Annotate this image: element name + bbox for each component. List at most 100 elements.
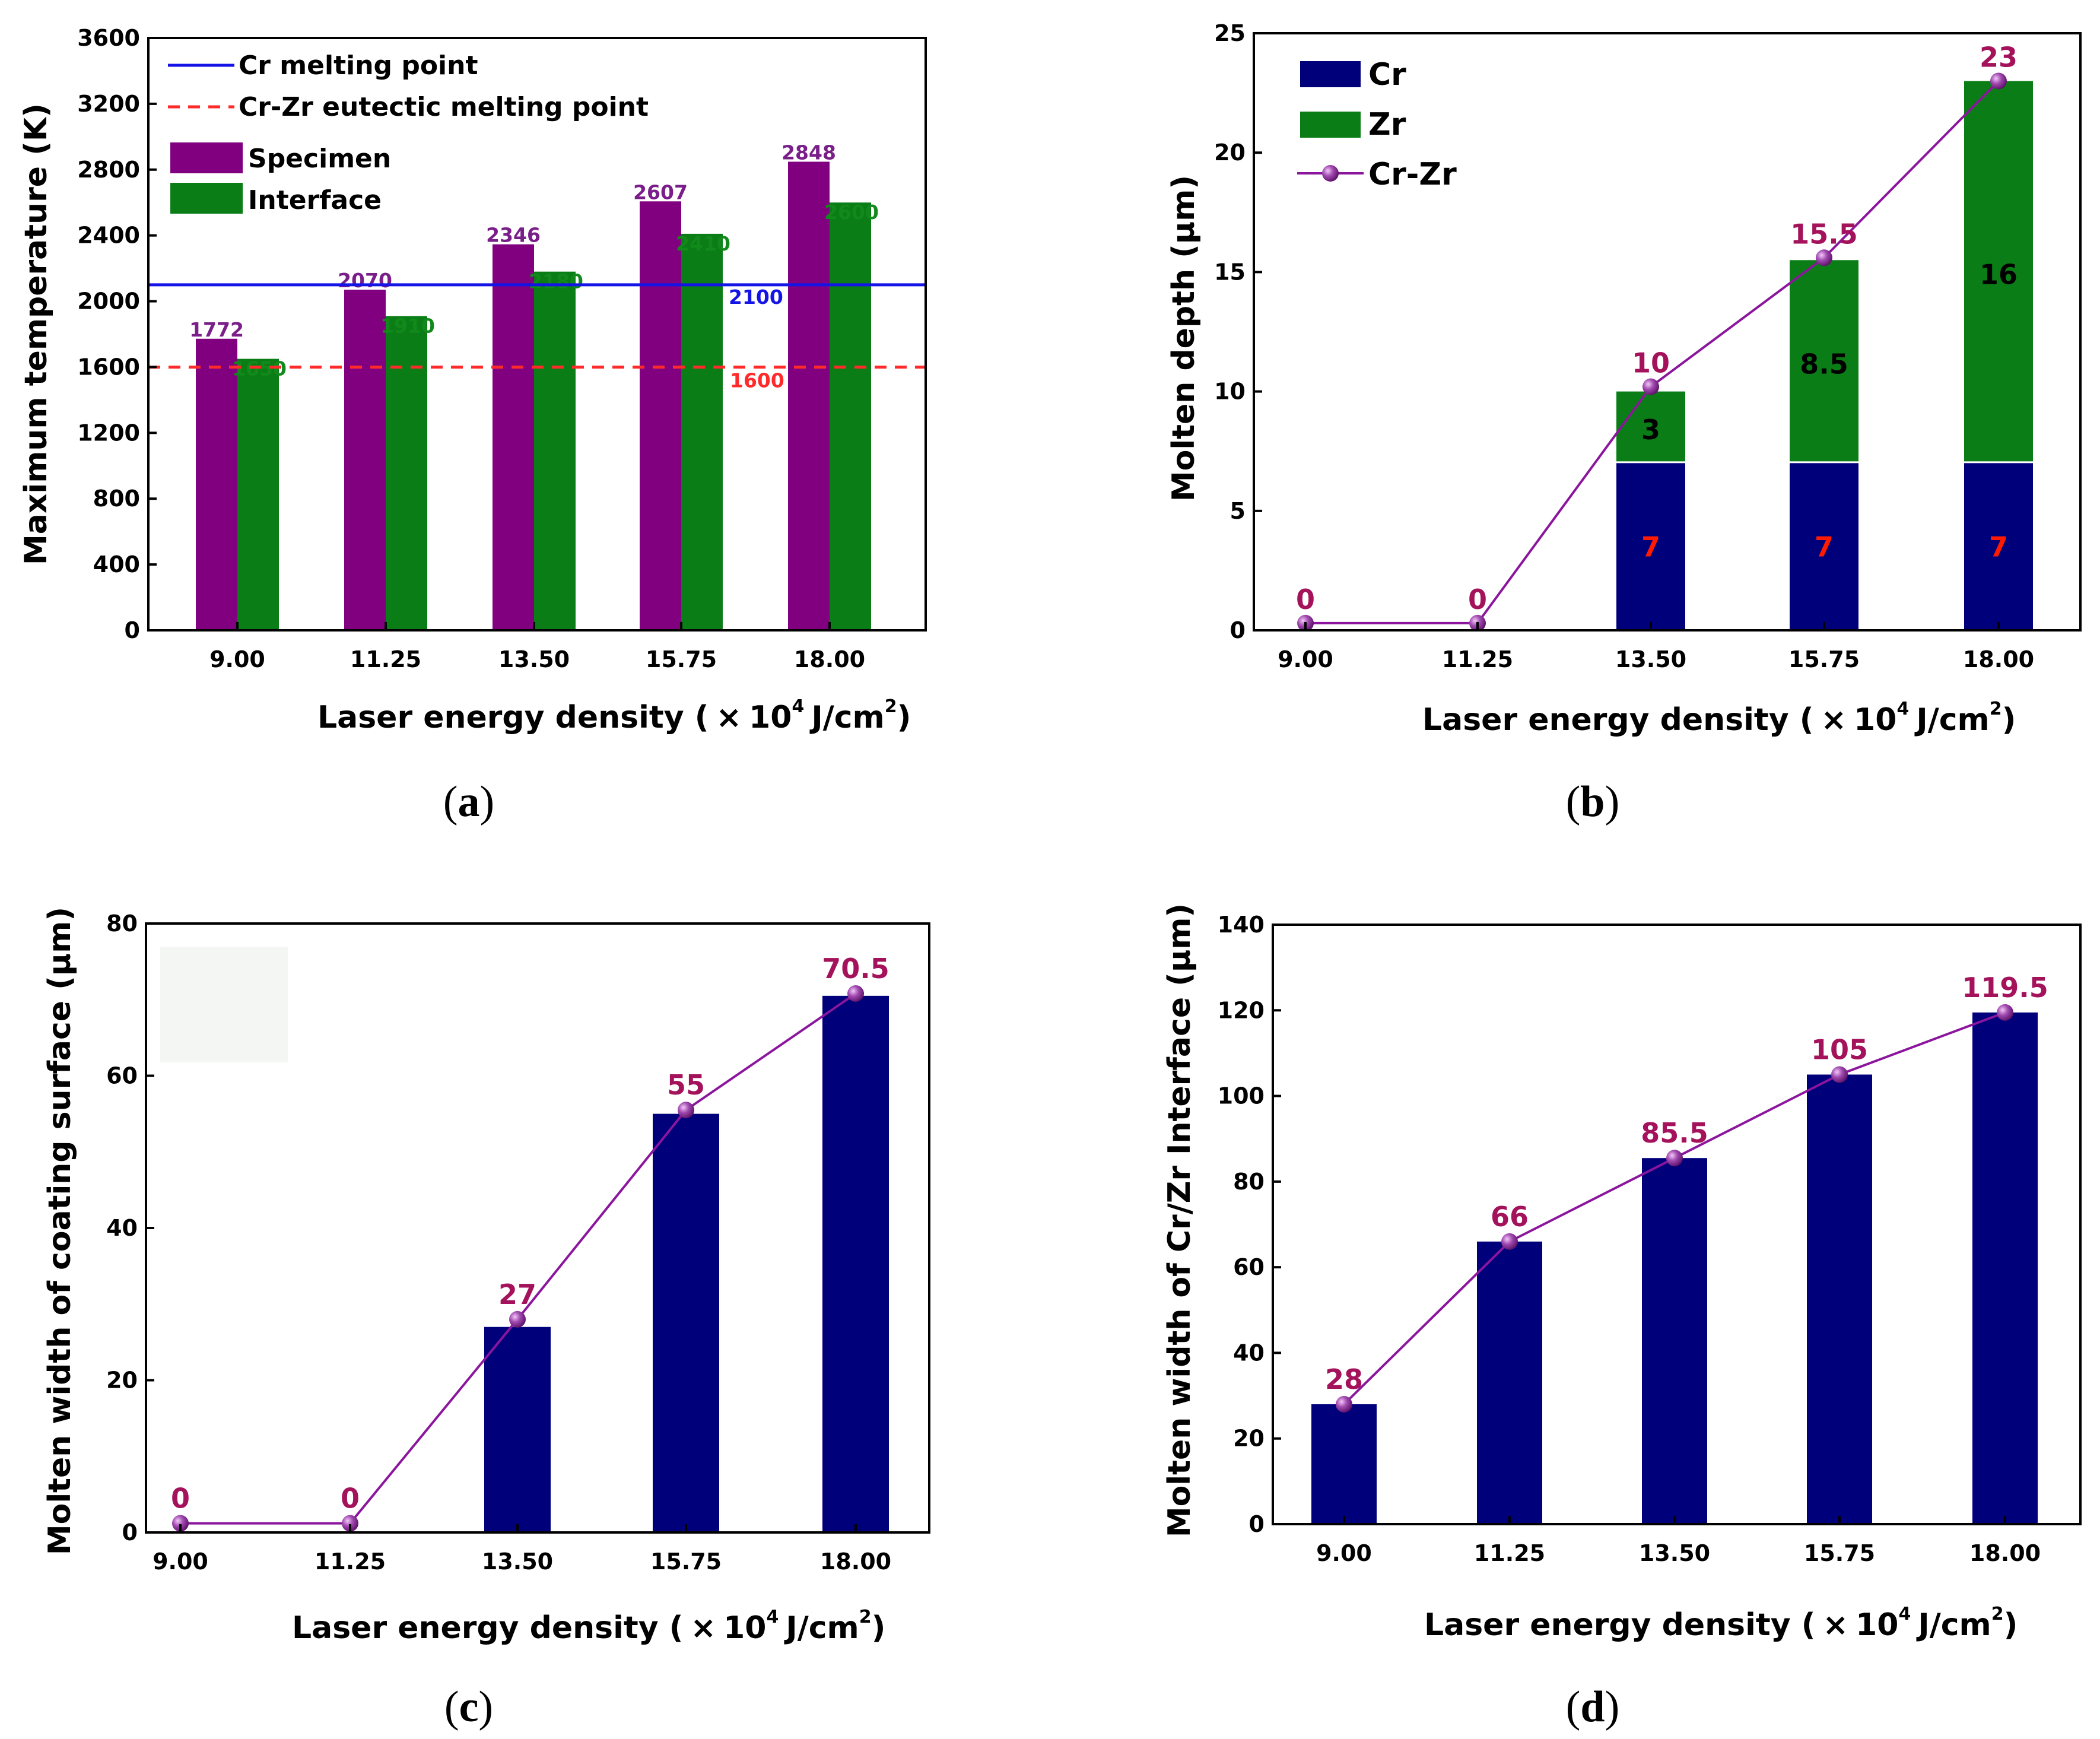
y-tick-label: 140	[1218, 912, 1265, 938]
bar-interface	[830, 202, 871, 630]
panel-a: 1772165020701910234621802607241028482600…	[18, 25, 927, 826]
bar-interface	[681, 233, 723, 631]
y-tick-label: 80	[1233, 1169, 1265, 1195]
legend-interface-label: Interface	[248, 185, 382, 215]
interface-value-label: 2180	[529, 270, 583, 293]
zr-value-label: 3	[1641, 414, 1660, 446]
bar-interface-width	[1642, 1158, 1707, 1524]
legend-zr-label: Zr	[1368, 107, 1406, 142]
x-tick-label: 13.50	[482, 1548, 553, 1575]
y-tick-label: 2000	[77, 288, 140, 315]
x-tick-label: 15.75	[646, 646, 717, 672]
panel-c-faint-patch	[160, 947, 288, 1062]
bar-interface-width	[1807, 1074, 1872, 1524]
bar-specimen	[493, 244, 534, 630]
coating-width-marker	[678, 1102, 694, 1119]
x-tick-label: 15.75	[650, 1548, 722, 1575]
bar-cr	[1964, 463, 2033, 630]
x-tick-label: 18.00	[820, 1548, 891, 1575]
interface-value-label: 2600	[824, 201, 879, 224]
y-tick-label: 20	[106, 1367, 138, 1394]
interface-width-marker	[1831, 1066, 1848, 1083]
specimen-value-label: 2346	[486, 224, 541, 247]
y-tick-label: 3600	[77, 25, 140, 51]
bar-coating-width	[484, 1327, 551, 1532]
panel-b: 7 3 7 8.5 7 16 0 0 10 15.5 23 0 5 10 15 20 25 9.00 11.25 1…	[1166, 20, 2082, 826]
coating-width-value-label: 0	[171, 1483, 190, 1515]
x-tick-label: 9.00	[209, 646, 265, 672]
panel-a-ylabel: Maximum temperature (K)	[18, 103, 54, 565]
bar-cr	[1616, 463, 1685, 630]
y-tick-label: 3200	[77, 91, 140, 117]
cr-zr-marker	[1990, 72, 2007, 90]
panel-b-ylabel: Molten depth (μm)	[1166, 175, 1202, 502]
xlabel-unit-exp: 2	[885, 696, 897, 717]
y-tick-label: 1600	[77, 354, 140, 380]
coating-width-marker	[509, 1310, 526, 1328]
panel-a-legend: Cr melting point Cr-Zr eutectic melting …	[168, 50, 649, 215]
panel-b-marks: 7 3 7 8.5 7 16 0 0 10 15.5 23	[1296, 41, 2033, 632]
coating-width-value-label: 27	[498, 1278, 536, 1310]
interface-width-marker	[1666, 1150, 1683, 1167]
bar-coating-width	[653, 1113, 719, 1532]
specimen-value-label: 2607	[633, 180, 688, 204]
panel-a-frame	[147, 37, 927, 632]
x-tick-label: 9.00	[153, 1548, 208, 1575]
coating-width-value-label: 55	[667, 1069, 705, 1101]
coating-width-marker	[342, 1515, 358, 1532]
y-tick-label: 0	[122, 1519, 138, 1546]
cr-value-label: 7	[1641, 531, 1660, 563]
legend-specimen-label: Specimen	[248, 144, 391, 174]
y-tick-label: 800	[93, 485, 140, 512]
coating-width-marker	[172, 1515, 189, 1532]
panel-d-frame	[1272, 924, 2082, 1525]
y-tick-label: 60	[106, 1063, 138, 1089]
cr-zr-marker	[1816, 249, 1832, 266]
y-tick-label: 15	[1214, 259, 1246, 285]
panel-a-marks: 1772 1650 2070 1910 2346 2180 2607 2410 2848 2600…	[148, 141, 926, 631]
x-tick-label: 9.00	[1316, 1540, 1372, 1566]
interface-width-value-label: 105	[1811, 1034, 1868, 1066]
y-tick-label: 20	[1233, 1426, 1265, 1452]
y-tick-label: 2800	[77, 157, 140, 183]
bar-interface	[386, 316, 427, 630]
bar-interface-width	[1311, 1404, 1377, 1524]
panel-b-frame	[1253, 32, 2082, 632]
xlabel-main: Laser energy density (	[317, 700, 709, 735]
panel-d-marks: 28 66 85.5 105 119.5	[1311, 972, 2048, 1524]
x-tick-label: 13.50	[1615, 646, 1686, 672]
interface-value-label: 1650	[232, 357, 287, 380]
panel-c-caption: (c)	[444, 1683, 493, 1731]
y-tick-label: 100	[1218, 1083, 1265, 1109]
cr-value-label: 7	[1989, 531, 2008, 563]
cr-melting-point-value: 2100	[729, 285, 783, 309]
bar-interface	[237, 358, 279, 630]
y-tick-label: 60	[1233, 1254, 1265, 1280]
cr-zr-value-label: 23	[1980, 41, 2018, 73]
legend-cr-zr-label: Cr-Zr	[1368, 157, 1457, 192]
panel-a-axes: 0 400 800 1200 1600 2000 2400 2800 3200 3600 9.00 1…	[77, 25, 865, 672]
panel-c-ylabel: Molten width of coating surface (μm)	[42, 907, 78, 1555]
xlabel-times: ×	[716, 700, 742, 735]
legend-specimen-swatch	[170, 142, 243, 173]
coating-width-value-label: 70.5	[822, 953, 889, 985]
y-tick-label: 10	[1214, 379, 1246, 405]
legend-zr-swatch	[1300, 112, 1361, 138]
x-tick-label: 15.75	[1804, 1540, 1875, 1566]
bar-interface	[534, 271, 576, 631]
bar-zr	[1616, 391, 1685, 462]
panel-b-xlabel: Laser energy density (× 104 J/cm2)	[1422, 699, 2016, 738]
legend-cr-zr-marker	[1322, 165, 1339, 182]
y-tick-label: 40	[106, 1215, 138, 1241]
bar-zr	[1964, 81, 2033, 462]
cr-value-label: 7	[1815, 531, 1834, 563]
y-tick-label: 20	[1214, 139, 1246, 166]
x-tick-label: 18.00	[1963, 646, 2034, 672]
x-tick-label: 11.25	[314, 1548, 386, 1575]
bar-cr	[1790, 463, 1858, 630]
interface-width-value-label: 66	[1491, 1201, 1529, 1233]
bar-zr	[1790, 260, 1858, 462]
bar-interface-width	[1972, 1012, 2038, 1524]
